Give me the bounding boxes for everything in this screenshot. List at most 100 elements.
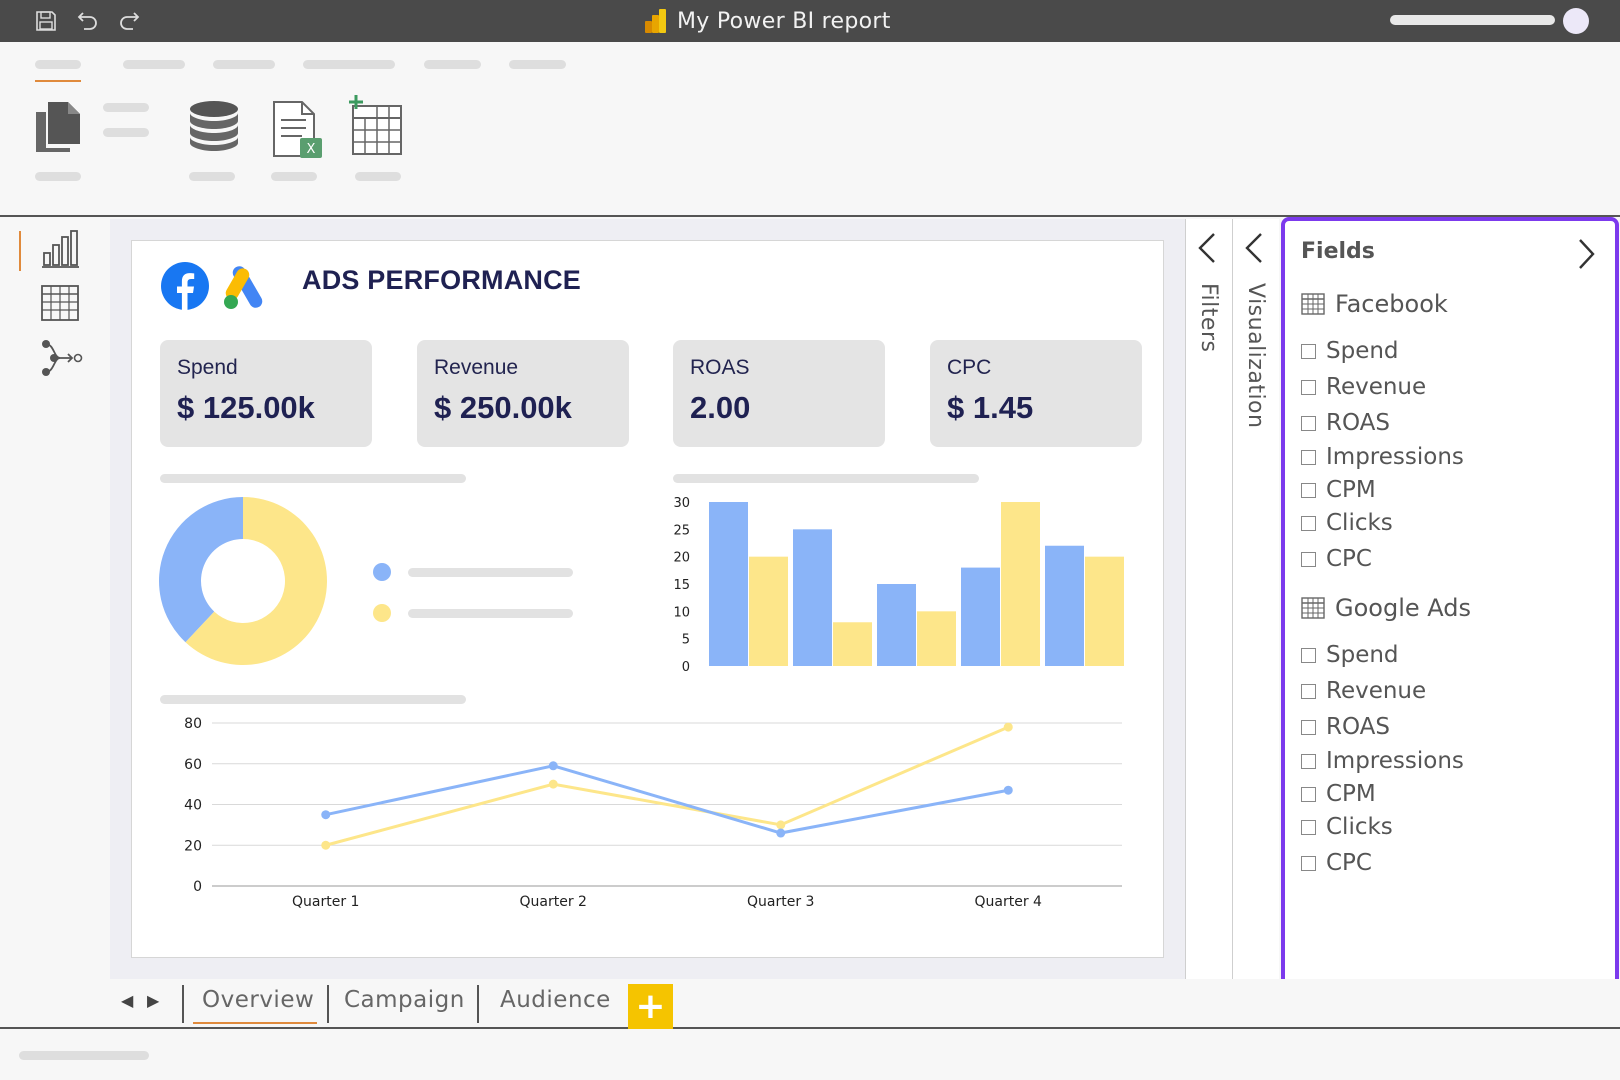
field-item[interactable]: CPC: [1301, 546, 1372, 572]
ribbon-tab-insert[interactable]: [123, 60, 185, 69]
page-tab-campaign[interactable]: Campaign: [344, 987, 465, 1013]
data-point: [776, 820, 786, 830]
y-tick-label: 0: [193, 879, 202, 895]
model-view-icon[interactable]: [40, 339, 84, 381]
checkbox[interactable]: [1301, 683, 1316, 699]
field-item[interactable]: Revenue: [1301, 678, 1426, 704]
checkbox[interactable]: [1301, 719, 1316, 735]
title-bar: My Power BI report: [0, 0, 1620, 42]
bar-chart-title-placeholder: [673, 474, 979, 483]
ribbon-tab-view[interactable]: [303, 60, 395, 69]
chevron-left-icon[interactable]: [1194, 231, 1222, 265]
active-tab-indicator: [35, 80, 81, 82]
legend-label-placeholder: [408, 568, 573, 577]
y-tick-label: 60: [184, 757, 202, 773]
save-icon[interactable]: [31, 6, 61, 36]
field-item[interactable]: Revenue: [1301, 374, 1426, 400]
clipboard-label: [103, 103, 149, 112]
checkbox[interactable]: [1301, 786, 1316, 802]
page-tabs-bar: ◀ ▶ Overview Campaign Audience +: [0, 979, 1620, 1029]
next-page-button[interactable]: ▶: [147, 991, 160, 1010]
field-table-facebook[interactable]: Facebook: [1301, 290, 1448, 318]
checkbox[interactable]: [1301, 647, 1316, 663]
donut-chart[interactable]: [153, 491, 333, 671]
ribbon-tab-help[interactable]: [509, 60, 566, 69]
field-label: Clicks: [1326, 814, 1393, 840]
data-view-icon[interactable]: [41, 285, 79, 325]
field-item[interactable]: Spend: [1301, 642, 1399, 668]
legend-swatch: [373, 604, 391, 622]
checkbox[interactable]: [1301, 482, 1316, 498]
field-item[interactable]: CPM: [1301, 477, 1376, 503]
field-item[interactable]: CPM: [1301, 781, 1376, 807]
checkbox[interactable]: [1301, 515, 1316, 531]
visualization-pane-collapsed[interactable]: Visualization: [1233, 219, 1279, 979]
x-tick-label: Quarter 2: [520, 894, 587, 910]
field-table-google-ads[interactable]: Google Ads: [1301, 594, 1471, 622]
redo-icon[interactable]: [115, 6, 145, 36]
field-item[interactable]: ROAS: [1301, 714, 1390, 740]
facebook-logo-icon: [161, 262, 209, 314]
checkbox[interactable]: [1301, 379, 1316, 395]
field-table-name: Google Ads: [1335, 594, 1471, 622]
report-page: ADS PERFORMANCE Spend $ 125.00k Revenue …: [131, 240, 1164, 958]
y-tick-label: 25: [673, 523, 690, 538]
y-tick-label: 40: [184, 798, 202, 814]
field-label: ROAS: [1326, 410, 1391, 436]
page-tab-overview[interactable]: Overview: [202, 987, 315, 1013]
checkbox[interactable]: [1301, 415, 1316, 431]
field-item[interactable]: Impressions: [1301, 748, 1464, 774]
data-point: [548, 779, 558, 789]
field-item[interactable]: Impressions: [1301, 444, 1464, 470]
field-item[interactable]: Clicks: [1301, 510, 1393, 536]
view-rail: [0, 219, 110, 979]
google-ads-logo-icon: [223, 264, 271, 314]
kpi-card-roas[interactable]: ROAS 2.00: [673, 340, 885, 447]
page-tab-audience[interactable]: Audience: [500, 987, 611, 1013]
checkbox[interactable]: [1301, 551, 1316, 567]
field-item[interactable]: CPC: [1301, 850, 1372, 876]
filters-label[interactable]: Filters: [1196, 283, 1221, 353]
data-point: [1003, 722, 1013, 732]
checkbox[interactable]: [1301, 449, 1316, 465]
ribbon-tab-modeling[interactable]: [213, 60, 275, 69]
excel-icon[interactable]: X: [272, 100, 324, 164]
chevron-right-icon[interactable]: [1575, 237, 1597, 271]
kpi-card-spend[interactable]: Spend $ 125.00k: [160, 340, 372, 447]
field-label: CPC: [1326, 546, 1372, 572]
zoom-slider[interactable]: [1390, 15, 1555, 25]
checkbox[interactable]: [1301, 819, 1316, 835]
kpi-card-revenue[interactable]: Revenue $ 250.00k: [417, 340, 629, 447]
new-table-icon[interactable]: [346, 94, 404, 162]
bar-chart[interactable]: 0 5 10 15 20 25 30: [668, 496, 1138, 691]
report-view-icon[interactable]: [40, 229, 80, 273]
chevron-left-icon[interactable]: [1241, 231, 1269, 265]
kpi-label: CPC: [947, 356, 992, 379]
filters-pane-collapsed[interactable]: Filters: [1186, 219, 1232, 979]
field-item[interactable]: ROAS: [1301, 410, 1390, 436]
ribbon-tab-home[interactable]: [35, 60, 81, 69]
kpi-card-cpc[interactable]: CPC $ 1.45: [930, 340, 1142, 447]
kpi-value: $ 125.00k: [177, 390, 315, 425]
field-table-name: Facebook: [1335, 290, 1448, 318]
ribbon-tab-optimize[interactable]: [424, 60, 481, 69]
checkbox[interactable]: [1301, 343, 1316, 359]
donut-slice: [158, 497, 243, 643]
cut-copy-label[interactable]: [103, 128, 149, 137]
prev-page-button[interactable]: ◀: [121, 991, 134, 1010]
checkbox[interactable]: [1301, 753, 1316, 769]
undo-icon[interactable]: [72, 6, 102, 36]
kpi-label: Revenue: [434, 356, 519, 379]
line-chart[interactable]: 0 20 40 60 80 Quarter 1 Quarter 2 Quarter 3 Quar…: [152, 711, 1142, 936]
series-line: [325, 725, 1009, 847]
avatar[interactable]: [1563, 8, 1589, 34]
add-page-button[interactable]: +: [628, 984, 673, 1029]
donut-slice: [185, 497, 327, 665]
x-tick-label: Quarter 4: [975, 894, 1043, 910]
field-item[interactable]: Clicks: [1301, 814, 1393, 840]
paste-icon[interactable]: [34, 100, 82, 156]
visualization-label[interactable]: Visualization: [1243, 283, 1268, 429]
data-icon[interactable]: [188, 100, 240, 156]
field-item[interactable]: Spend: [1301, 338, 1399, 364]
checkbox[interactable]: [1301, 855, 1316, 871]
